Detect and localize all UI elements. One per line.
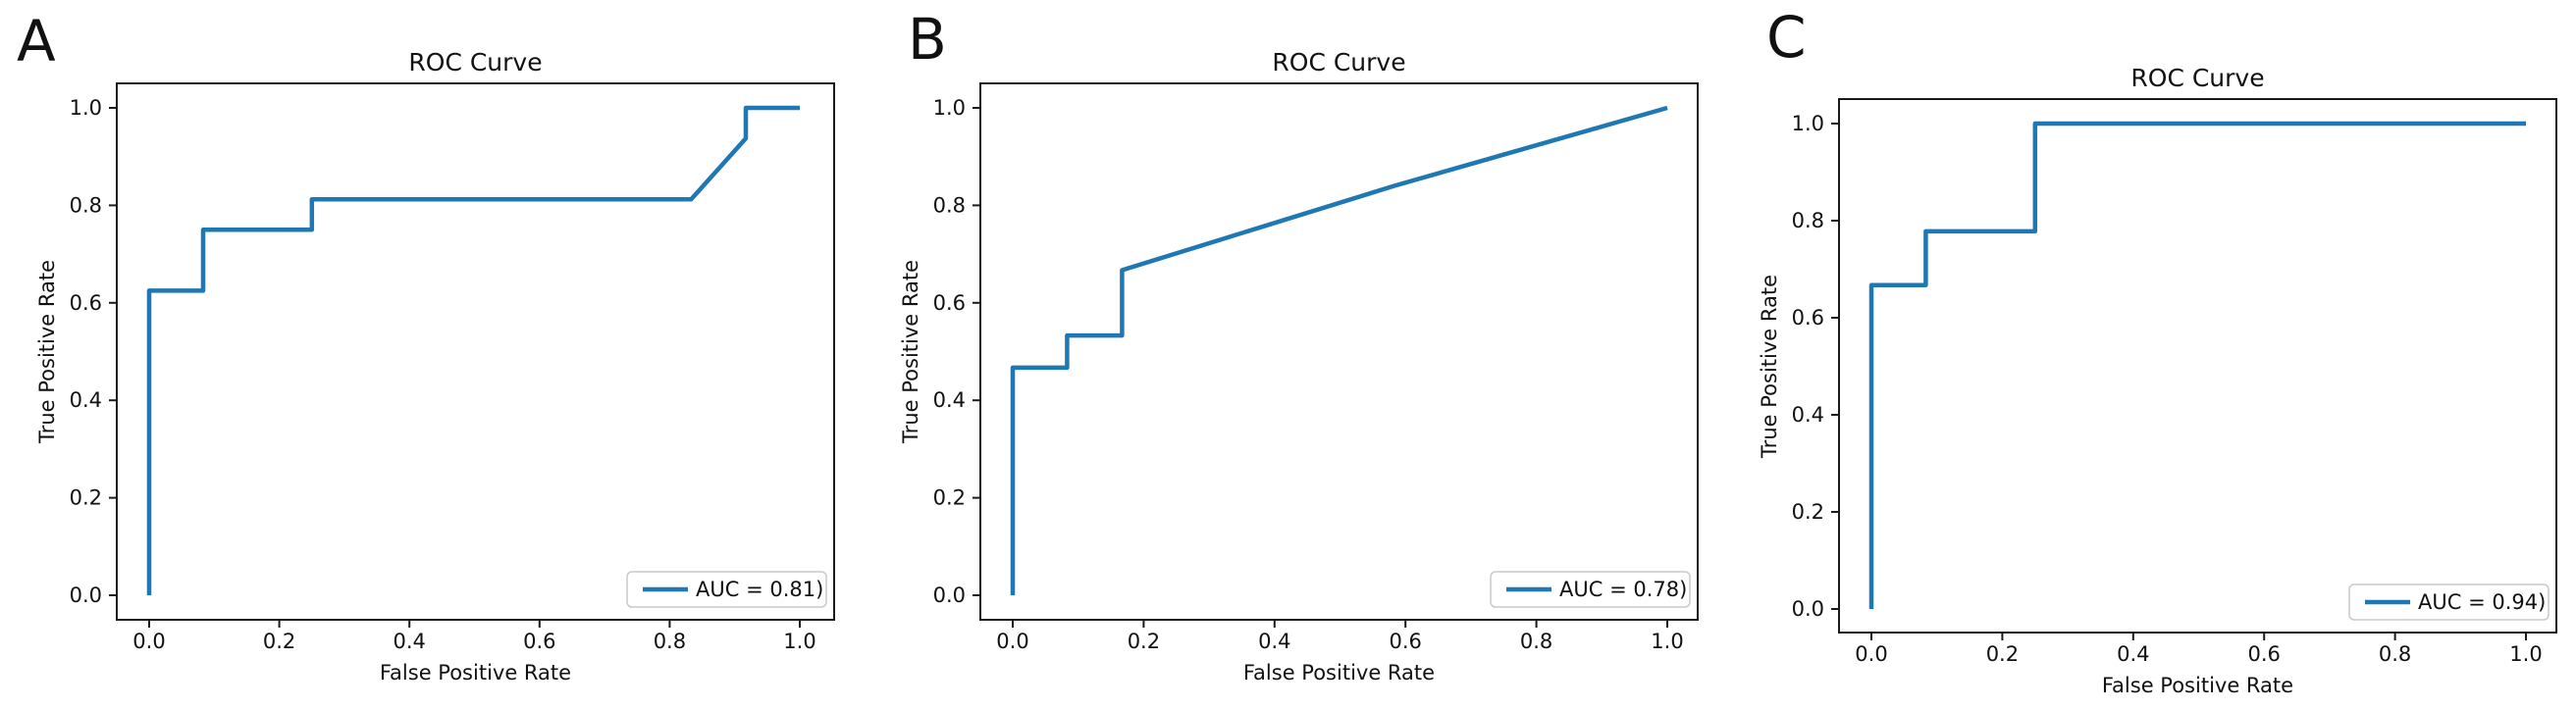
- chart-title: ROC Curve: [1272, 48, 1405, 76]
- axes: 0.0 0.2 0.4 0.6 0.8 1.0 0.0 0.2 0.4 0.6 0.8 1.0: [933, 82, 1699, 653]
- legend-box: [2348, 583, 2550, 621]
- y-axis-ticks: 0.0 0.2 0.4 0.6 0.8 1.0: [933, 96, 980, 607]
- x-tick-label: 0.2: [1986, 642, 2019, 666]
- x-tick-label: 0.8: [1520, 630, 1552, 653]
- x-tick-label: 0.0: [132, 630, 165, 653]
- x-tick-label: 0.8: [2379, 642, 2411, 666]
- y-tick-label: 1.0: [933, 96, 966, 120]
- x-tick-label: 0.0: [996, 630, 1028, 653]
- x-tick-label: 0.6: [2247, 642, 2280, 666]
- y-tick-label: 0.4: [933, 388, 966, 412]
- x-tick-label: 0.6: [1389, 630, 1421, 653]
- axes-border: [116, 82, 835, 621]
- x-tick-label: 1.0: [2509, 642, 2542, 666]
- roc-curve-line: [146, 105, 800, 595]
- roc-curve-line: [1010, 105, 1668, 595]
- x-axis-label: False Positive Rate: [1243, 661, 1435, 685]
- x-tick-label: 1.0: [1651, 630, 1683, 653]
- x-tick-label: 0.8: [654, 630, 686, 653]
- y-tick-label: 0.0: [70, 583, 102, 607]
- legend-auc-label: AUC = 0.94): [2418, 590, 2546, 614]
- x-tick-label: 1.0: [783, 630, 815, 653]
- y-axis-label: True Positive Rate: [899, 260, 922, 444]
- y-tick-label: 0.2: [1792, 500, 1824, 524]
- y-tick-label: 0.6: [1792, 306, 1824, 330]
- x-tick-label: 0.2: [263, 630, 295, 653]
- chart-title: ROC Curve: [408, 48, 542, 76]
- x-tick-label: 0.4: [1258, 630, 1290, 653]
- y-tick-label: 0.2: [70, 486, 102, 510]
- roc-panel-c: C ROC Curve 0.0 0.2 0.4 0.6 0.8 1.0 0.0 0.2 0.4…: [1758, 4, 2557, 697]
- axes-border: [1838, 98, 2557, 634]
- roc-panel-b: B ROC Curve 0.0 0.2 0.4 0.6 0.8 1.0 0.0 0.2 0.4…: [899, 6, 1699, 685]
- y-tick-label: 1.0: [70, 96, 102, 120]
- x-tick-label: 0.0: [1855, 642, 1887, 666]
- axes: 0.0 0.2 0.4 0.6 0.8 1.0 0.0 0.2 0.4 0.6 0.8 1.0: [70, 82, 835, 653]
- y-axis-label: True Positive Rate: [1758, 275, 1781, 459]
- y-axis-ticks: 0.0 0.2 0.4 0.6 0.8 1.0: [70, 96, 117, 607]
- x-axis-ticks: 0.0 0.2 0.4 0.6 0.8 1.0: [132, 620, 816, 653]
- legend: AUC = 0.78): [1490, 571, 1691, 608]
- chart-title: ROC Curve: [2130, 64, 2264, 92]
- y-tick-label: 0.4: [70, 388, 102, 412]
- panel-letter: A: [17, 8, 56, 75]
- y-tick-label: 0.2: [933, 486, 966, 510]
- legend-box: [1490, 571, 1691, 608]
- axes-border: [979, 82, 1699, 621]
- x-tick-label: 0.6: [523, 630, 555, 653]
- roc-curve-line: [1868, 121, 2526, 609]
- y-tick-label: 0.0: [1792, 597, 1824, 621]
- y-tick-label: 0.0: [933, 583, 966, 607]
- panel-letter: C: [1766, 4, 1807, 71]
- legend: AUC = 0.94): [2348, 583, 2550, 621]
- y-tick-label: 0.8: [70, 193, 102, 217]
- legend-auc-label: AUC = 0.81): [696, 578, 823, 601]
- y-tick-label: 0.6: [70, 291, 102, 315]
- x-axis-ticks: 0.0 0.2 0.4 0.6 0.8 1.0: [1855, 633, 2543, 666]
- y-axis-ticks: 0.0 0.2 0.4 0.6 0.8 1.0: [1792, 112, 1839, 621]
- x-tick-label: 0.4: [2117, 642, 2149, 666]
- legend-auc-label: AUC = 0.78): [1559, 578, 1687, 601]
- y-tick-label: 0.8: [1792, 209, 1824, 232]
- legend: AUC = 0.81): [626, 571, 827, 608]
- panel-letter: B: [908, 6, 947, 73]
- axes: 0.0 0.2 0.4 0.6 0.8 1.0 0.0 0.2 0.4 0.6 0.8 1.0: [1792, 98, 2557, 666]
- x-tick-label: 0.4: [393, 630, 425, 653]
- y-tick-label: 0.6: [933, 291, 966, 315]
- legend-box: [626, 571, 827, 608]
- y-tick-label: 0.4: [1792, 403, 1824, 427]
- y-tick-label: 1.0: [1792, 112, 1824, 135]
- y-axis-label: True Positive Rate: [35, 260, 59, 444]
- x-axis-label: False Positive Rate: [2102, 674, 2293, 697]
- y-tick-label: 0.8: [933, 193, 966, 217]
- x-tick-label: 0.2: [1128, 630, 1160, 653]
- x-axis-ticks: 0.0 0.2 0.4 0.6 0.8 1.0: [996, 620, 1684, 653]
- x-axis-label: False Positive Rate: [380, 661, 571, 685]
- roc-panel-a: A ROC Curve 0.0 0.2 0.4 0.6 0.8 1.0 0.0 0.2 0.4…: [17, 8, 835, 685]
